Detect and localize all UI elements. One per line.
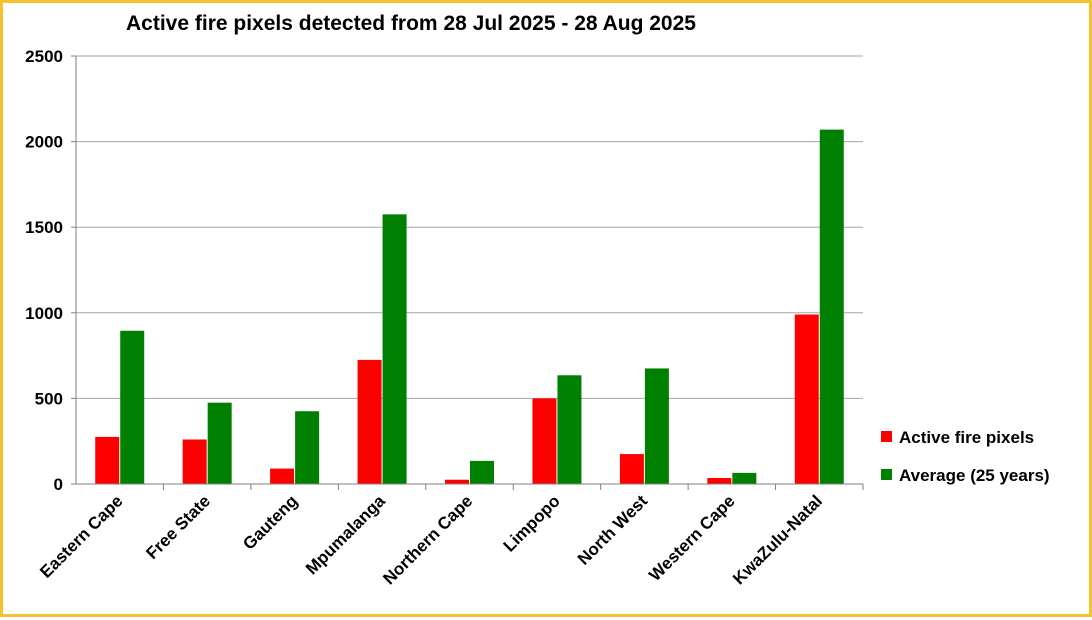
bar-active-fire-mpumalanga [357,359,382,484]
x-tick-label: Eastern Cape [36,491,126,581]
bar-active-fire-limpopo [532,398,557,484]
x-tick-label: Limpopo [500,491,564,555]
bar-chart: Active fire pixels detected from 28 Jul … [25,12,1050,588]
x-tick-label: Free State [142,491,214,563]
y-tick-label: 2500 [25,47,63,66]
bars [95,129,844,485]
gridlines [76,55,863,399]
y-tick-label: 0 [54,475,63,494]
bar-active-fire-eastern-cape [95,436,120,484]
bar-average-mpumalanga [382,214,407,485]
legend-label: Active fire pixels [899,428,1034,447]
y-tick-label: 2000 [25,133,63,152]
bar-active-fire-free-state [182,439,207,484]
x-tick-label: Gauteng [239,491,301,553]
bar-average-western-cape [732,472,757,484]
legend: Active fire pixels Average (25 years) [881,428,1050,485]
chart-title: Active fire pixels detected from 28 Jul … [126,12,696,35]
x-tick-label: Mpumalanga [302,491,389,578]
bar-active-fire-western-cape [707,478,732,484]
y-tick-label: 1000 [25,304,63,323]
bar-active-fire-gauteng [270,468,295,484]
x-tick-label: Western Cape [645,491,738,584]
y-tick-label: 500 [35,389,63,408]
bar-active-fire-northern-cape [445,479,469,484]
bar-average-kwazulu-natal [819,129,844,484]
bar-active-fire-kwazulu-natal [794,314,819,484]
bar-average-eastern-cape [120,330,145,484]
y-tick-labels: 0 500 1000 1500 2000 2500 [25,47,63,494]
x-tick-label: Northern Cape [379,491,476,588]
bar-average-free-state [207,402,232,484]
y-tick-label: 1500 [25,218,63,237]
x-tick-label: KwaZulu-Natal [729,491,826,588]
x-tick-label: North West [574,491,652,569]
legend-swatch [881,469,892,480]
axes [71,55,864,490]
bar-average-north-west [644,368,669,484]
legend-label: Average (25 years) [899,466,1050,485]
bar-average-gauteng [295,411,320,484]
x-tick-labels: Eastern Cape Free State Gauteng MpumalangaN… [36,491,826,588]
legend-swatch [881,431,892,442]
bar-average-limpopo [557,375,582,484]
bar-active-fire-north-west [619,454,644,484]
bar-average-northern-cape [470,460,494,484]
